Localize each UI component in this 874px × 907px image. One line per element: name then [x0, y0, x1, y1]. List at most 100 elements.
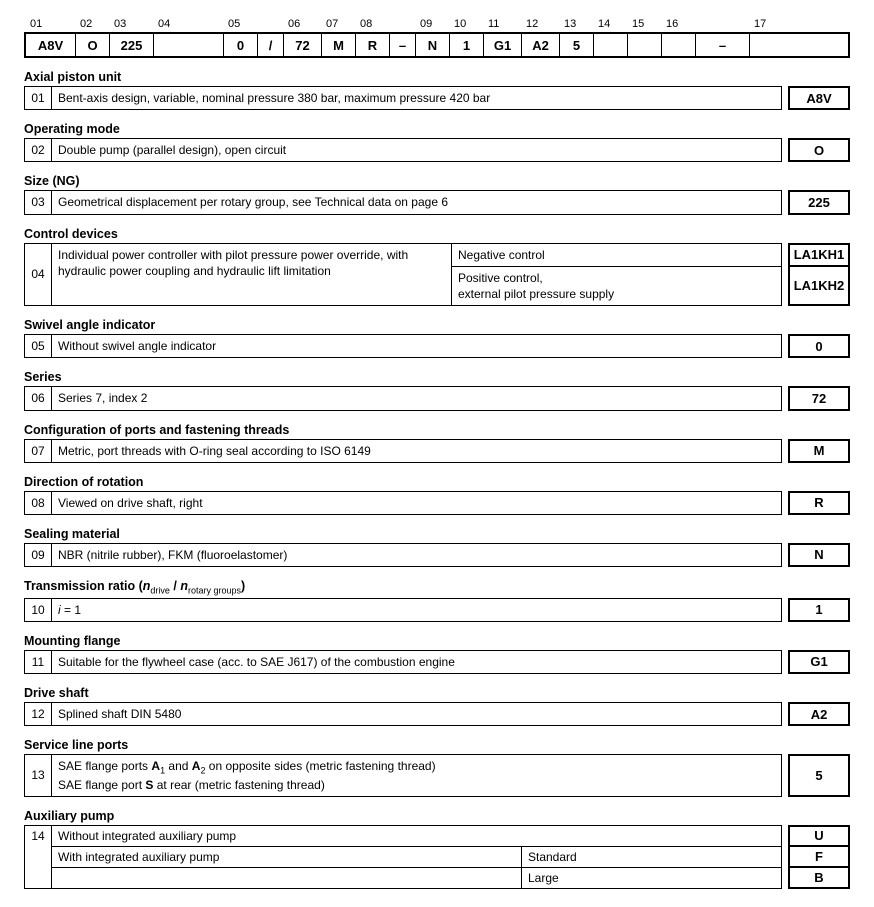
code: G1 [788, 650, 850, 674]
description-left: Individual power controller with pilot p… [52, 243, 452, 307]
code: 0 [788, 334, 850, 358]
strip-label: 07 [322, 18, 356, 32]
description: Metric, port threads with O-ring seal ac… [52, 439, 782, 463]
strip-cell: 72 [284, 34, 322, 56]
strip-cell: M [322, 34, 356, 56]
description: Splined shaft DIN 5480 [52, 702, 782, 726]
section-aux: Auxiliary pump 14 Without integrated aux… [24, 809, 850, 889]
strip-label: 02 [76, 18, 110, 32]
section-title: Drive shaft [24, 686, 850, 700]
strip-cell: 1 [450, 34, 484, 56]
code: N [788, 543, 850, 567]
code: LA1KH1 [788, 243, 850, 267]
section-title: Size (NG) [24, 174, 850, 188]
position-number: 04 [24, 243, 52, 307]
description: Series 7, index 2 [52, 386, 782, 410]
aux-variant: Large [522, 868, 782, 889]
section-title: Transmission ratio (ndrive / nrotary gro… [24, 579, 850, 596]
strip-label: 01 [26, 18, 76, 32]
section-title: Operating mode [24, 122, 850, 136]
strip-cell: R [356, 34, 390, 56]
strip-cell [750, 34, 800, 56]
code: M [788, 439, 850, 463]
position-number: 06 [24, 386, 52, 410]
position-number: 10 [24, 598, 52, 622]
formula: ndrive / nrotary groups [143, 579, 241, 593]
strip-label: 13 [560, 18, 594, 32]
section-title: Swivel angle indicator [24, 318, 850, 332]
control-variant-desc: Positive control, external pilot pressur… [452, 267, 782, 306]
code: 1 [788, 598, 850, 622]
position-number: 14 [24, 825, 52, 889]
section-rotation: Direction of rotation 08 Viewed on drive… [24, 475, 850, 515]
section-title: Sealing material [24, 527, 850, 541]
title-suffix: ) [241, 579, 245, 593]
description: SAE flange ports A1 and A2 on opposite s… [52, 754, 782, 797]
strip-label [258, 18, 284, 32]
strip-label [696, 18, 750, 32]
position-number: 02 [24, 138, 52, 162]
position-number: 03 [24, 190, 52, 214]
description: Double pump (parallel design), open circ… [52, 138, 782, 162]
strip-label: 08 [356, 18, 390, 32]
description: i = 1 [52, 598, 782, 622]
section-title: Control devices [24, 227, 850, 241]
strip-label: 04 [154, 18, 224, 32]
strip-cell [628, 34, 662, 56]
section-title: Series [24, 370, 850, 384]
code: R [788, 491, 850, 515]
aux-desc: With integrated auxiliary pump [52, 847, 522, 868]
section-control: Control devices 04 Individual power cont… [24, 227, 850, 307]
section-axial: Axial piston unit 01 Bent-axis design, v… [24, 70, 850, 110]
section-transmission: Transmission ratio (ndrive / nrotary gro… [24, 579, 850, 622]
section-shaft: Drive shaft 12 Splined shaft DIN 5480 A2 [24, 686, 850, 726]
section-title: Service line ports [24, 738, 850, 752]
section-series: Series 06 Series 7, index 2 72 [24, 370, 850, 410]
strip-cell: – [696, 34, 750, 56]
strip-label: 17 [750, 18, 800, 32]
strip-label: 10 [450, 18, 484, 32]
strip-cell: 225 [110, 34, 154, 56]
strip-label: 09 [416, 18, 450, 32]
section-swivel: Swivel angle indicator 05 Without swivel… [24, 318, 850, 358]
section-title: Mounting flange [24, 634, 850, 648]
strip-cell [662, 34, 696, 56]
strip-label: 12 [522, 18, 560, 32]
position-number: 09 [24, 543, 52, 567]
strip-label: 05 [224, 18, 258, 32]
section-size: Size (NG) 03 Geometrical displacement pe… [24, 174, 850, 214]
strip-cell: G1 [484, 34, 522, 56]
code: O [788, 138, 850, 162]
type-code-strip: 0102030405060708091011121314151617 A8VO2… [24, 18, 850, 58]
strip-cell [594, 34, 628, 56]
section-ports: Configuration of ports and fastening thr… [24, 423, 850, 463]
section-service: Service line ports 13 SAE flange ports A… [24, 738, 850, 797]
position-number: 05 [24, 334, 52, 358]
section-title: Configuration of ports and fastening thr… [24, 423, 850, 437]
strip-label: 03 [110, 18, 154, 32]
position-number: 11 [24, 650, 52, 674]
strip-label: 14 [594, 18, 628, 32]
description: NBR (nitrile rubber), FKM (fluoroelastom… [52, 543, 782, 567]
code: A8V [788, 86, 850, 110]
section-sealing: Sealing material 09 NBR (nitrile rubber)… [24, 527, 850, 567]
position-number: 12 [24, 702, 52, 726]
code: LA1KH2 [788, 265, 850, 306]
code: 225 [788, 190, 850, 214]
strip-cell: A8V [26, 34, 76, 56]
code: A2 [788, 702, 850, 726]
section-title: Direction of rotation [24, 475, 850, 489]
strip-cell: A2 [522, 34, 560, 56]
strip-cell: – [390, 34, 416, 56]
code: 72 [788, 386, 850, 410]
description: Without swivel angle indicator [52, 334, 782, 358]
strip-label: 11 [484, 18, 522, 32]
description: Viewed on drive shaft, right [52, 491, 782, 515]
description: Bent-axis design, variable, nominal pres… [52, 86, 782, 110]
description: Suitable for the flywheel case (acc. to … [52, 650, 782, 674]
section-title: Axial piston unit [24, 70, 850, 84]
control-variant-desc: Negative control [452, 243, 782, 267]
code: 5 [788, 754, 850, 797]
strip-cell: / [258, 34, 284, 56]
position-number: 08 [24, 491, 52, 515]
